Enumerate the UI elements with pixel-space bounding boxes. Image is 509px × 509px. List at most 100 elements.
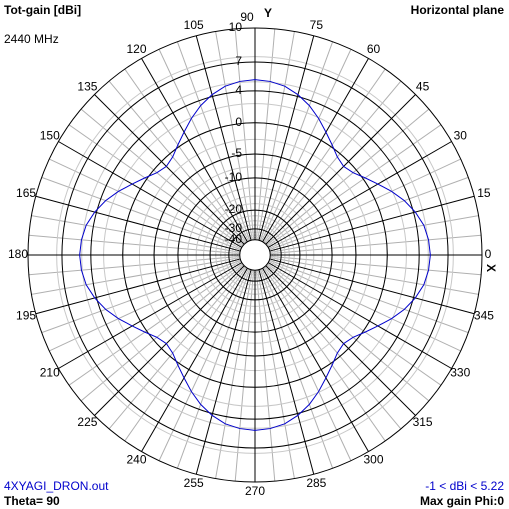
angle-label: 30 — [454, 129, 468, 143]
angle-label: 180 — [8, 247, 28, 261]
spoke — [58, 141, 243, 248]
range-label: -1 < dBi < 5.22 — [425, 479, 504, 493]
minor-spoke — [269, 215, 479, 253]
angle-label: 195 — [16, 309, 36, 323]
minor-spoke — [259, 269, 334, 469]
minor-spoke — [270, 234, 482, 255]
angle-label: 240 — [126, 452, 146, 466]
minor-spoke — [266, 108, 430, 246]
minor-spoke — [28, 234, 240, 255]
r-tick-label: -40 — [225, 232, 243, 246]
angle-label: 315 — [413, 415, 433, 429]
minor-spoke — [108, 266, 246, 430]
angle-label: 210 — [40, 366, 60, 380]
spoke — [262, 58, 369, 243]
angle-label: 150 — [40, 129, 60, 143]
spoke — [258, 35, 315, 241]
minor-spoke — [80, 264, 244, 402]
minor-spoke — [268, 260, 461, 352]
spoke — [94, 265, 245, 416]
angle-label: 90 — [240, 10, 254, 24]
r-tick-label: -20 — [225, 202, 243, 216]
spoke — [195, 269, 252, 475]
spoke — [141, 267, 248, 452]
angle-label: 120 — [126, 42, 146, 56]
minor-spoke — [31, 257, 241, 295]
file-name: 4XYAGI_DRON.out — [4, 479, 109, 493]
spoke — [265, 94, 416, 245]
spoke — [267, 141, 452, 248]
minor-spoke — [215, 269, 253, 479]
angle-label: 0 — [485, 247, 492, 261]
theta-label: Theta= 90 — [4, 494, 60, 508]
r-tick-label: 0 — [235, 115, 242, 129]
minor-spoke — [255, 270, 276, 482]
y-axis-label: Y — [264, 6, 272, 20]
minor-spoke — [269, 176, 469, 251]
minor-spoke — [263, 267, 386, 442]
minor-spoke — [68, 124, 243, 247]
minor-spoke — [158, 49, 250, 242]
minor-spoke — [260, 49, 352, 242]
minor-spoke — [269, 259, 469, 334]
spoke — [269, 195, 475, 252]
r-tick-label: -5 — [231, 146, 242, 160]
spoke — [141, 58, 248, 243]
minor-spoke — [270, 255, 482, 276]
minor-spoke — [267, 124, 442, 247]
spoke — [267, 262, 452, 369]
spoke — [258, 269, 315, 475]
angle-label: 270 — [245, 484, 265, 498]
minor-spoke — [68, 263, 243, 386]
minor-spoke — [257, 31, 295, 241]
angle-label: 300 — [363, 452, 383, 466]
max-gain-label: Max gain Phi:0 — [420, 494, 504, 508]
minor-spoke — [266, 264, 430, 402]
angle-label: 165 — [16, 186, 36, 200]
minor-spoke — [80, 108, 244, 246]
spoke — [58, 262, 243, 369]
minor-spoke — [176, 41, 251, 241]
minor-spoke — [158, 268, 250, 461]
minor-spoke — [41, 259, 241, 334]
angle-label: 285 — [306, 476, 326, 490]
spoke — [262, 267, 369, 452]
minor-spoke — [49, 260, 242, 352]
angle-label: 135 — [77, 80, 97, 94]
spoke — [94, 94, 245, 245]
r-tick-label: 10 — [229, 20, 243, 34]
minor-spoke — [108, 80, 246, 244]
plane-label: Horizontal plane — [411, 3, 505, 17]
angle-label: 60 — [367, 42, 381, 56]
minor-spoke — [257, 269, 295, 479]
minor-spoke — [49, 158, 242, 250]
angle-label: 45 — [416, 80, 430, 94]
minor-spoke — [259, 41, 334, 241]
spoke — [269, 258, 475, 315]
minor-spoke — [264, 266, 402, 430]
minor-spoke — [268, 158, 461, 250]
gain-pattern — [79, 79, 431, 431]
minor-spoke — [176, 269, 251, 469]
minor-spoke — [234, 270, 255, 482]
spoke — [35, 195, 241, 252]
minor-spoke — [215, 31, 253, 241]
spoke — [35, 258, 241, 315]
minor-spoke — [264, 80, 402, 244]
angle-label: 75 — [310, 18, 324, 32]
minor-spoke — [260, 268, 352, 461]
r-tick-label: 4 — [235, 83, 242, 97]
angle-label: 345 — [474, 309, 494, 323]
r-tick-label: 7 — [235, 54, 242, 68]
minor-spoke — [234, 28, 255, 240]
minor-spoke — [28, 255, 240, 276]
angle-label: 225 — [77, 415, 97, 429]
minor-spoke — [124, 267, 247, 442]
minor-spoke — [255, 28, 276, 240]
minor-spoke — [31, 215, 241, 253]
angle-label: 255 — [184, 476, 204, 490]
minor-spoke — [41, 176, 241, 251]
angle-label: 330 — [450, 366, 470, 380]
spoke — [195, 35, 252, 241]
